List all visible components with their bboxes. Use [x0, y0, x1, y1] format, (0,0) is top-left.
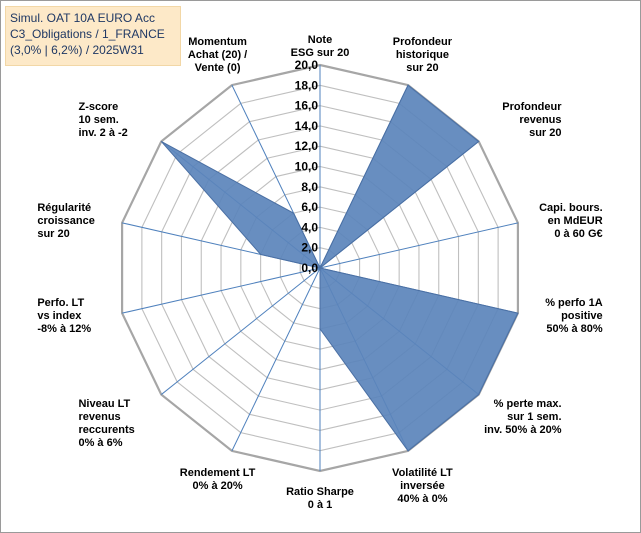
axis-label-line: 0% à 20%	[193, 480, 243, 492]
axis-label-line: sur 1 sem.	[507, 411, 561, 423]
data-series	[160, 84, 519, 452]
axis-label-line: ESG sur 20	[291, 47, 350, 59]
axis-label-line: 0% à 6%	[78, 437, 122, 449]
tick-label: 6,0	[301, 200, 318, 214]
axis-label-line: Volatilité LT	[392, 467, 453, 479]
axis-label-line: inversée	[400, 480, 445, 492]
axis-label-line: sur 20	[406, 62, 438, 74]
axis-label-line: Capi. bours.	[539, 202, 603, 214]
axis-label-line: Ratio Sharpe	[286, 486, 354, 498]
axis-label-line: sur 20	[37, 228, 69, 240]
axis-label-line: Z-score	[78, 101, 118, 113]
axis-label-line: reccurents	[78, 424, 134, 436]
axis-label-line: revenus	[78, 411, 120, 423]
data-area	[160, 84, 519, 452]
axis-label-line: Momentum	[188, 36, 247, 48]
axis-label-line: revenus	[519, 114, 561, 126]
radial-ticks: 0,0 2,0 4,0 6,0 8,0 10,0 12,0 14,0 16,0 18,0 20,0	[295, 58, 319, 275]
axis-label-line: Achat (20) /	[188, 49, 247, 61]
axis-label-line: inv. 50% à 20%	[484, 424, 562, 436]
axis-label-line: % perfo 1A	[545, 297, 603, 309]
axis-label-line: 0 à 60 G€	[554, 228, 602, 240]
axis-label-line: Vente (0)	[195, 62, 241, 74]
axis-label-line: historique	[396, 49, 449, 61]
axis-label-line: vs index	[37, 310, 82, 322]
axis-spoke	[160, 267, 321, 395]
axis-label-line: en MdEUR	[548, 215, 603, 227]
axis-label-line: positive	[561, 310, 603, 322]
axis-label-line: Régularité	[37, 202, 91, 214]
axis-spoke	[231, 267, 321, 452]
axis-label-line: 50% à 80%	[546, 323, 602, 335]
axis-label-line: 40% à 0%	[397, 493, 447, 505]
tick-label: 8,0	[301, 180, 318, 194]
axis-label-line: croissance	[37, 215, 94, 227]
axis-spoke	[319, 222, 519, 269]
title-box: Simul. OAT 10A EURO Acc C3_Obligations /…	[5, 6, 181, 66]
tick-label: 2,0	[301, 241, 318, 255]
axis-spoke	[121, 267, 321, 314]
axis-label-line: Rendement LT	[180, 467, 256, 479]
tick-label: 18,0	[295, 78, 319, 92]
axis-label-line: 0 à 1	[308, 499, 332, 511]
tick-label: 12,0	[295, 139, 319, 153]
tick-label: 16,0	[295, 99, 319, 113]
axis-label-line: 10 sem.	[78, 114, 118, 126]
title-line-1: Simul. OAT 10A EURO Acc	[10, 11, 155, 25]
tick-label: 4,0	[301, 220, 318, 234]
axis-label-line: % perte max.	[494, 398, 562, 410]
tick-label: 10,0	[295, 160, 319, 174]
title-line-2: C3_Obligations / 1_FRANCE	[10, 27, 165, 41]
axis-label-line: Note	[308, 34, 332, 46]
tick-label: 14,0	[295, 119, 319, 133]
axis-label-line: -8% à 12%	[37, 323, 91, 335]
axis-label-group: % perte max.sur 1 sem.inv. 50% à 20%	[484, 398, 562, 436]
title-line-3: (3,0% | 6,2%) / 2025W31	[10, 43, 144, 57]
axis-label-line: Profondeur	[393, 36, 453, 48]
axis-label-group: Rendement LT0% à 20%	[180, 467, 256, 492]
tick-label: 20,0	[295, 58, 319, 72]
axis-label-line: Profondeur	[502, 101, 562, 113]
axis-label-line: sur 20	[529, 127, 561, 139]
axis-label-line: inv. 2 à -2	[78, 127, 127, 139]
tick-label: 0,0	[301, 261, 318, 275]
axis-label-line: Perfo. LT	[37, 297, 84, 309]
axis-label-line: Niveau LT	[78, 398, 130, 410]
